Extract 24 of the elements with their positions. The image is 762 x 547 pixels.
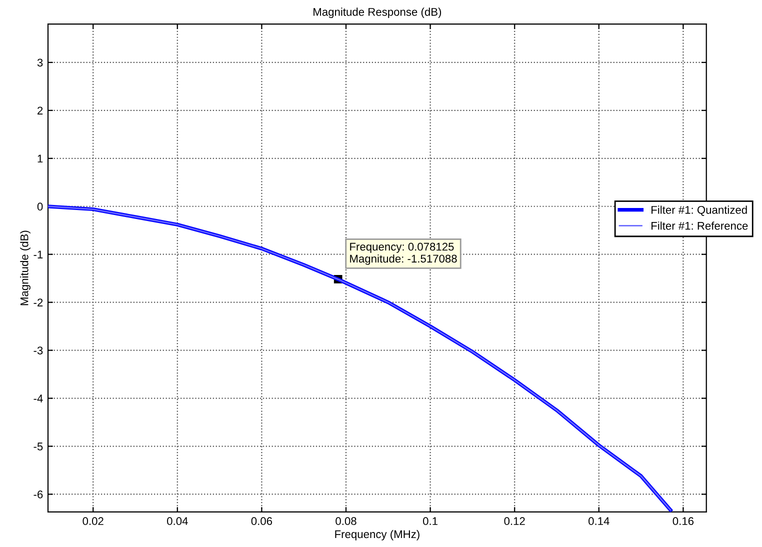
x-tick-label: 0.16	[672, 517, 694, 526]
y-tick-label: 1	[38, 154, 43, 162]
y-axis-title: Magnitude (dB)	[20, 230, 30, 306]
y-tick-label: -4	[34, 394, 43, 402]
x-tick-label: 0.12	[504, 517, 525, 526]
y-tick-label: -2	[34, 298, 43, 306]
y-tick-label: 0	[37, 202, 43, 211]
x-tick-label: 0.02	[82, 517, 104, 526]
y-tick-label: 3	[37, 58, 43, 67]
x-tick-label: 0.1	[423, 517, 438, 526]
legend-label: Filter #1: Quantized	[652, 206, 747, 216]
x-tick-label: 0.14	[588, 517, 610, 526]
y-tick-label: -6	[34, 490, 43, 498]
x-axis-title: Frequency (MHz)	[335, 530, 420, 540]
x-tick-label: 0.08	[336, 517, 356, 526]
y-tick-label: -5	[34, 442, 43, 450]
annotation: Frequency: 0.078125 Magnitude: -1.517088	[350, 242, 457, 265]
x-tick-label: 0.04	[167, 517, 188, 526]
y-tick-label: -3	[34, 346, 43, 354]
chart-title: Magnitude Response (dB)	[314, 8, 442, 18]
y-tick-label: 2	[38, 106, 43, 114]
x-tick-label: 0.06	[251, 517, 272, 526]
legend-label: Filter #1: Reference	[652, 222, 748, 230]
y-tick-label: -1	[34, 250, 43, 258]
